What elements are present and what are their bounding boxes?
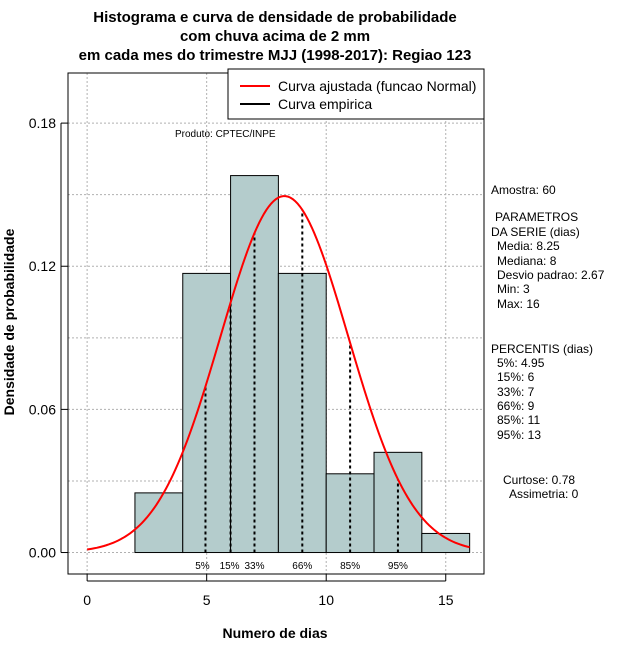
chart-title-line-1: Histograma e curva de densidade de proba… <box>93 9 456 26</box>
x-tick-label: 5 <box>203 592 211 608</box>
y-tick-label: 0.12 <box>29 258 56 274</box>
x-axis-ticks: 0 5 10 15 <box>83 574 454 608</box>
x-axis-label: Numero de dias <box>222 625 327 641</box>
y-tick-label: 0.06 <box>29 401 56 417</box>
stat-p15: 15%: 6 <box>497 370 535 384</box>
percentile-label: 66% <box>292 561 312 572</box>
stat-mediana: Mediana: 8 <box>497 254 557 268</box>
y-axis-label: Densidade de probabilidade <box>1 228 17 415</box>
percentile-label: 95% <box>388 561 408 572</box>
normal-fit-curve <box>86 195 470 551</box>
legend-label-normal: Curva ajustada (funcao Normal) <box>278 78 476 94</box>
stat-percentis-title: PERCENTIS (dias) <box>491 342 593 356</box>
chart-title-line-3: em cada mes do trimestre MJJ (1998-2017)… <box>79 47 472 64</box>
percentile-label: 33% <box>244 561 264 572</box>
legend: Curva ajustada (funcao Normal) Curva emp… <box>227 68 485 120</box>
stat-min: Min: 3 <box>497 282 530 296</box>
stats-panel: Amostra: 60 PARAMETROS DA SERIE (dias) M… <box>491 183 605 501</box>
percentile-lines: 5% 15% 33% 66% 85% 95% <box>195 209 408 572</box>
stat-p66: 66%: 9 <box>497 399 535 413</box>
stat-curtose: Curtose: 0.78 <box>503 473 575 487</box>
chart-title-line-2: com chuva acima de 2 mm <box>180 28 370 45</box>
stat-desvio: Desvio padrao: 2.67 <box>497 268 605 282</box>
stat-max: Max: 16 <box>497 297 540 311</box>
stat-parametros-title: PARAMETROS <box>495 210 578 224</box>
stat-parametros-subtitle: DA SERIE (dias) <box>491 225 580 239</box>
legend-label-empirica: Curva empirica <box>278 96 372 112</box>
stat-p95: 95%: 13 <box>497 428 541 442</box>
y-tick-label: 0.00 <box>29 545 56 561</box>
percentile-label: 15% <box>220 561 240 572</box>
stat-p33: 33%: 7 <box>497 385 535 399</box>
percentile-label: 5% <box>195 561 210 572</box>
stat-p85: 85%: 11 <box>497 413 540 427</box>
stat-assimetria: Assimetria: 0 <box>509 487 579 501</box>
stat-amostra: Amostra: 60 <box>491 183 556 197</box>
histogram-bar <box>182 272 232 554</box>
product-annotation: Produto: CPTEC/INPE <box>175 129 276 140</box>
stat-media: Media: 8.25 <box>497 239 560 253</box>
x-tick-label: 0 <box>83 592 91 608</box>
y-axis-ticks: 0.00 0.06 0.12 0.18 <box>29 115 68 561</box>
x-tick-label: 15 <box>438 592 454 608</box>
percentile-label: 85% <box>340 561 360 572</box>
y-tick-label: 0.18 <box>29 115 56 131</box>
legend-box <box>227 68 485 120</box>
histogram-bar <box>421 532 471 554</box>
x-tick-label: 10 <box>318 592 334 608</box>
stat-p5: 5%: 4.95 <box>497 356 545 370</box>
